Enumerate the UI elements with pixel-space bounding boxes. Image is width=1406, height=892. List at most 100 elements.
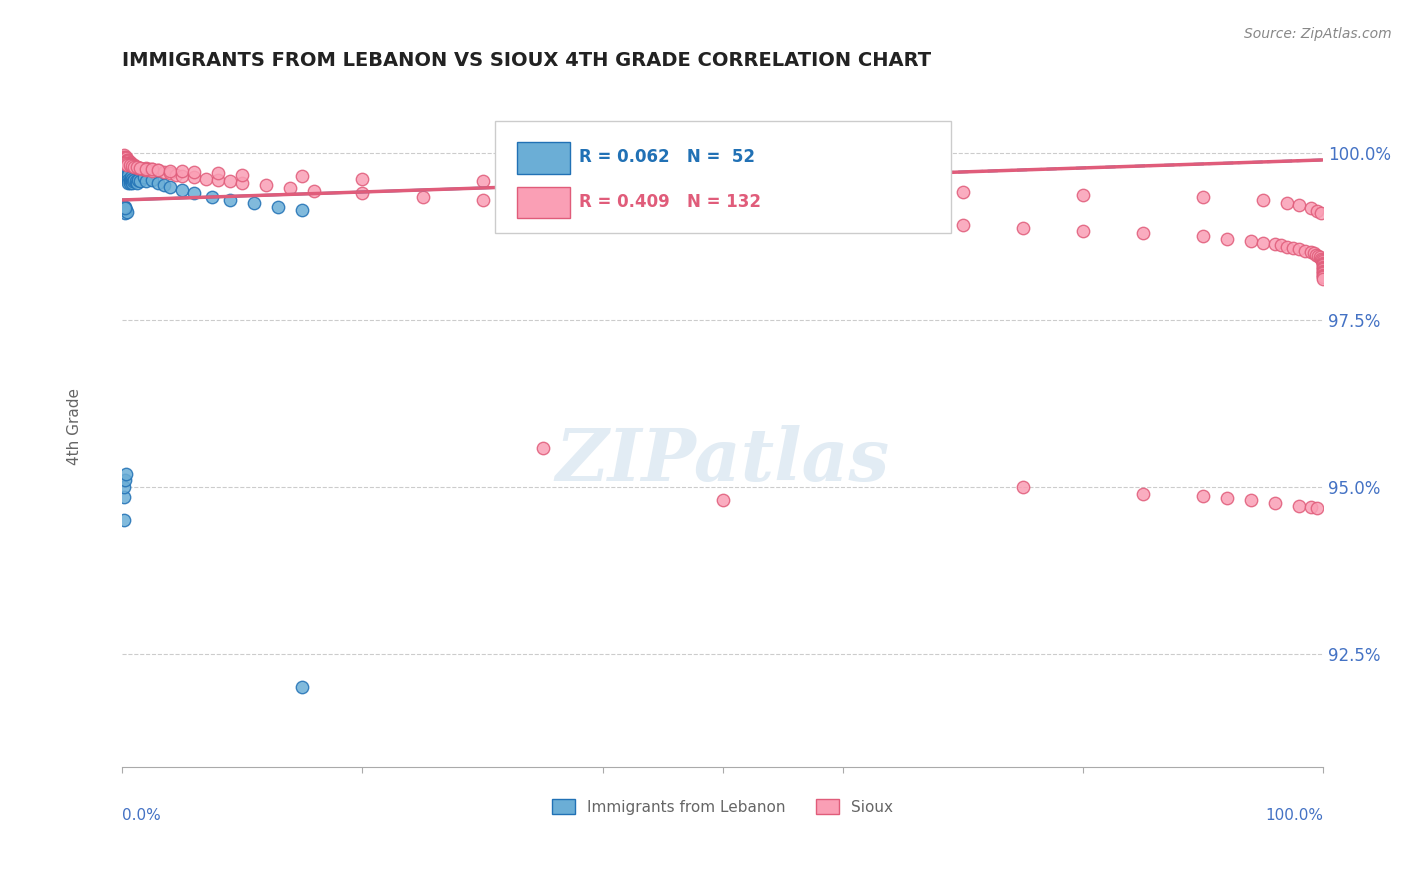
Point <box>141 164 163 178</box>
Point <box>1192 229 1215 244</box>
Point <box>112 147 135 161</box>
Text: 100.0%: 100.0% <box>1265 808 1323 823</box>
Point <box>112 153 135 167</box>
FancyBboxPatch shape <box>517 143 571 174</box>
Point <box>952 219 974 233</box>
Point <box>165 168 187 182</box>
Point <box>1264 496 1286 510</box>
Point <box>291 169 314 183</box>
Point <box>304 184 326 198</box>
Text: R = 0.062   N =  52: R = 0.062 N = 52 <box>579 148 755 166</box>
Point <box>1309 252 1331 266</box>
Point <box>1312 254 1334 268</box>
Point <box>1312 265 1334 279</box>
Point <box>1312 266 1334 280</box>
Point <box>1192 190 1215 204</box>
Point <box>114 201 136 215</box>
Point <box>1312 270 1334 285</box>
Point <box>115 153 138 167</box>
Point <box>531 442 554 456</box>
Point <box>1294 244 1316 258</box>
Point <box>127 161 149 175</box>
Point <box>117 168 139 182</box>
FancyBboxPatch shape <box>495 120 950 233</box>
Point <box>129 174 152 188</box>
Text: Source: ZipAtlas.com: Source: ZipAtlas.com <box>1244 27 1392 41</box>
Point <box>115 151 138 165</box>
Point <box>1301 245 1323 260</box>
Point <box>115 169 138 183</box>
Point <box>112 150 135 164</box>
Point <box>117 173 139 187</box>
Point <box>1264 237 1286 252</box>
Point <box>1310 253 1333 268</box>
Point <box>1305 248 1327 262</box>
Point <box>124 174 146 188</box>
Point <box>114 161 136 175</box>
Point <box>153 178 176 193</box>
Point <box>1270 238 1292 252</box>
Point <box>1251 235 1274 250</box>
Point <box>153 165 176 179</box>
Point <box>121 171 143 186</box>
Point <box>1309 251 1331 265</box>
Point <box>141 173 163 187</box>
Point <box>121 158 143 172</box>
Point <box>352 186 374 201</box>
Point <box>118 158 141 172</box>
Point <box>1312 260 1334 274</box>
Point <box>117 153 139 167</box>
Point <box>1282 241 1305 255</box>
Point <box>122 158 145 172</box>
Point <box>1132 486 1154 500</box>
Point <box>207 166 229 180</box>
Point <box>114 206 136 220</box>
Point <box>138 162 160 177</box>
Point <box>118 173 141 187</box>
Point <box>115 158 138 172</box>
Point <box>129 161 152 175</box>
Point <box>291 202 314 217</box>
Point <box>135 161 157 175</box>
Point <box>118 176 141 190</box>
Point <box>219 193 242 207</box>
Point <box>1306 501 1329 516</box>
Point <box>471 193 494 207</box>
Point <box>1288 499 1310 513</box>
Point <box>115 150 138 164</box>
Point <box>114 152 136 166</box>
Text: ZIPatlas: ZIPatlas <box>555 425 890 497</box>
Point <box>129 161 152 175</box>
Point <box>195 171 218 186</box>
Point <box>1312 256 1334 270</box>
Text: 4th Grade: 4th Grade <box>67 388 82 466</box>
Point <box>1312 268 1334 283</box>
Point <box>141 162 163 177</box>
Point <box>267 200 290 214</box>
Point <box>412 189 434 203</box>
Point <box>568 198 591 212</box>
Point <box>1240 235 1263 249</box>
Point <box>254 178 277 193</box>
Point <box>159 163 181 178</box>
Point <box>159 179 181 194</box>
Point <box>121 176 143 190</box>
FancyBboxPatch shape <box>517 186 571 218</box>
Point <box>135 163 157 178</box>
Point <box>207 173 229 187</box>
Point <box>120 174 142 188</box>
Point <box>115 165 138 179</box>
Point <box>115 154 138 169</box>
Point <box>118 155 141 169</box>
Point <box>115 467 138 481</box>
Point <box>592 177 614 191</box>
Point <box>891 216 914 230</box>
Point <box>243 196 266 211</box>
Point <box>112 490 135 504</box>
Point <box>132 169 155 184</box>
Point <box>831 182 853 196</box>
Point <box>120 155 142 169</box>
Point <box>579 200 602 214</box>
Point <box>112 513 135 527</box>
Point <box>183 186 205 201</box>
